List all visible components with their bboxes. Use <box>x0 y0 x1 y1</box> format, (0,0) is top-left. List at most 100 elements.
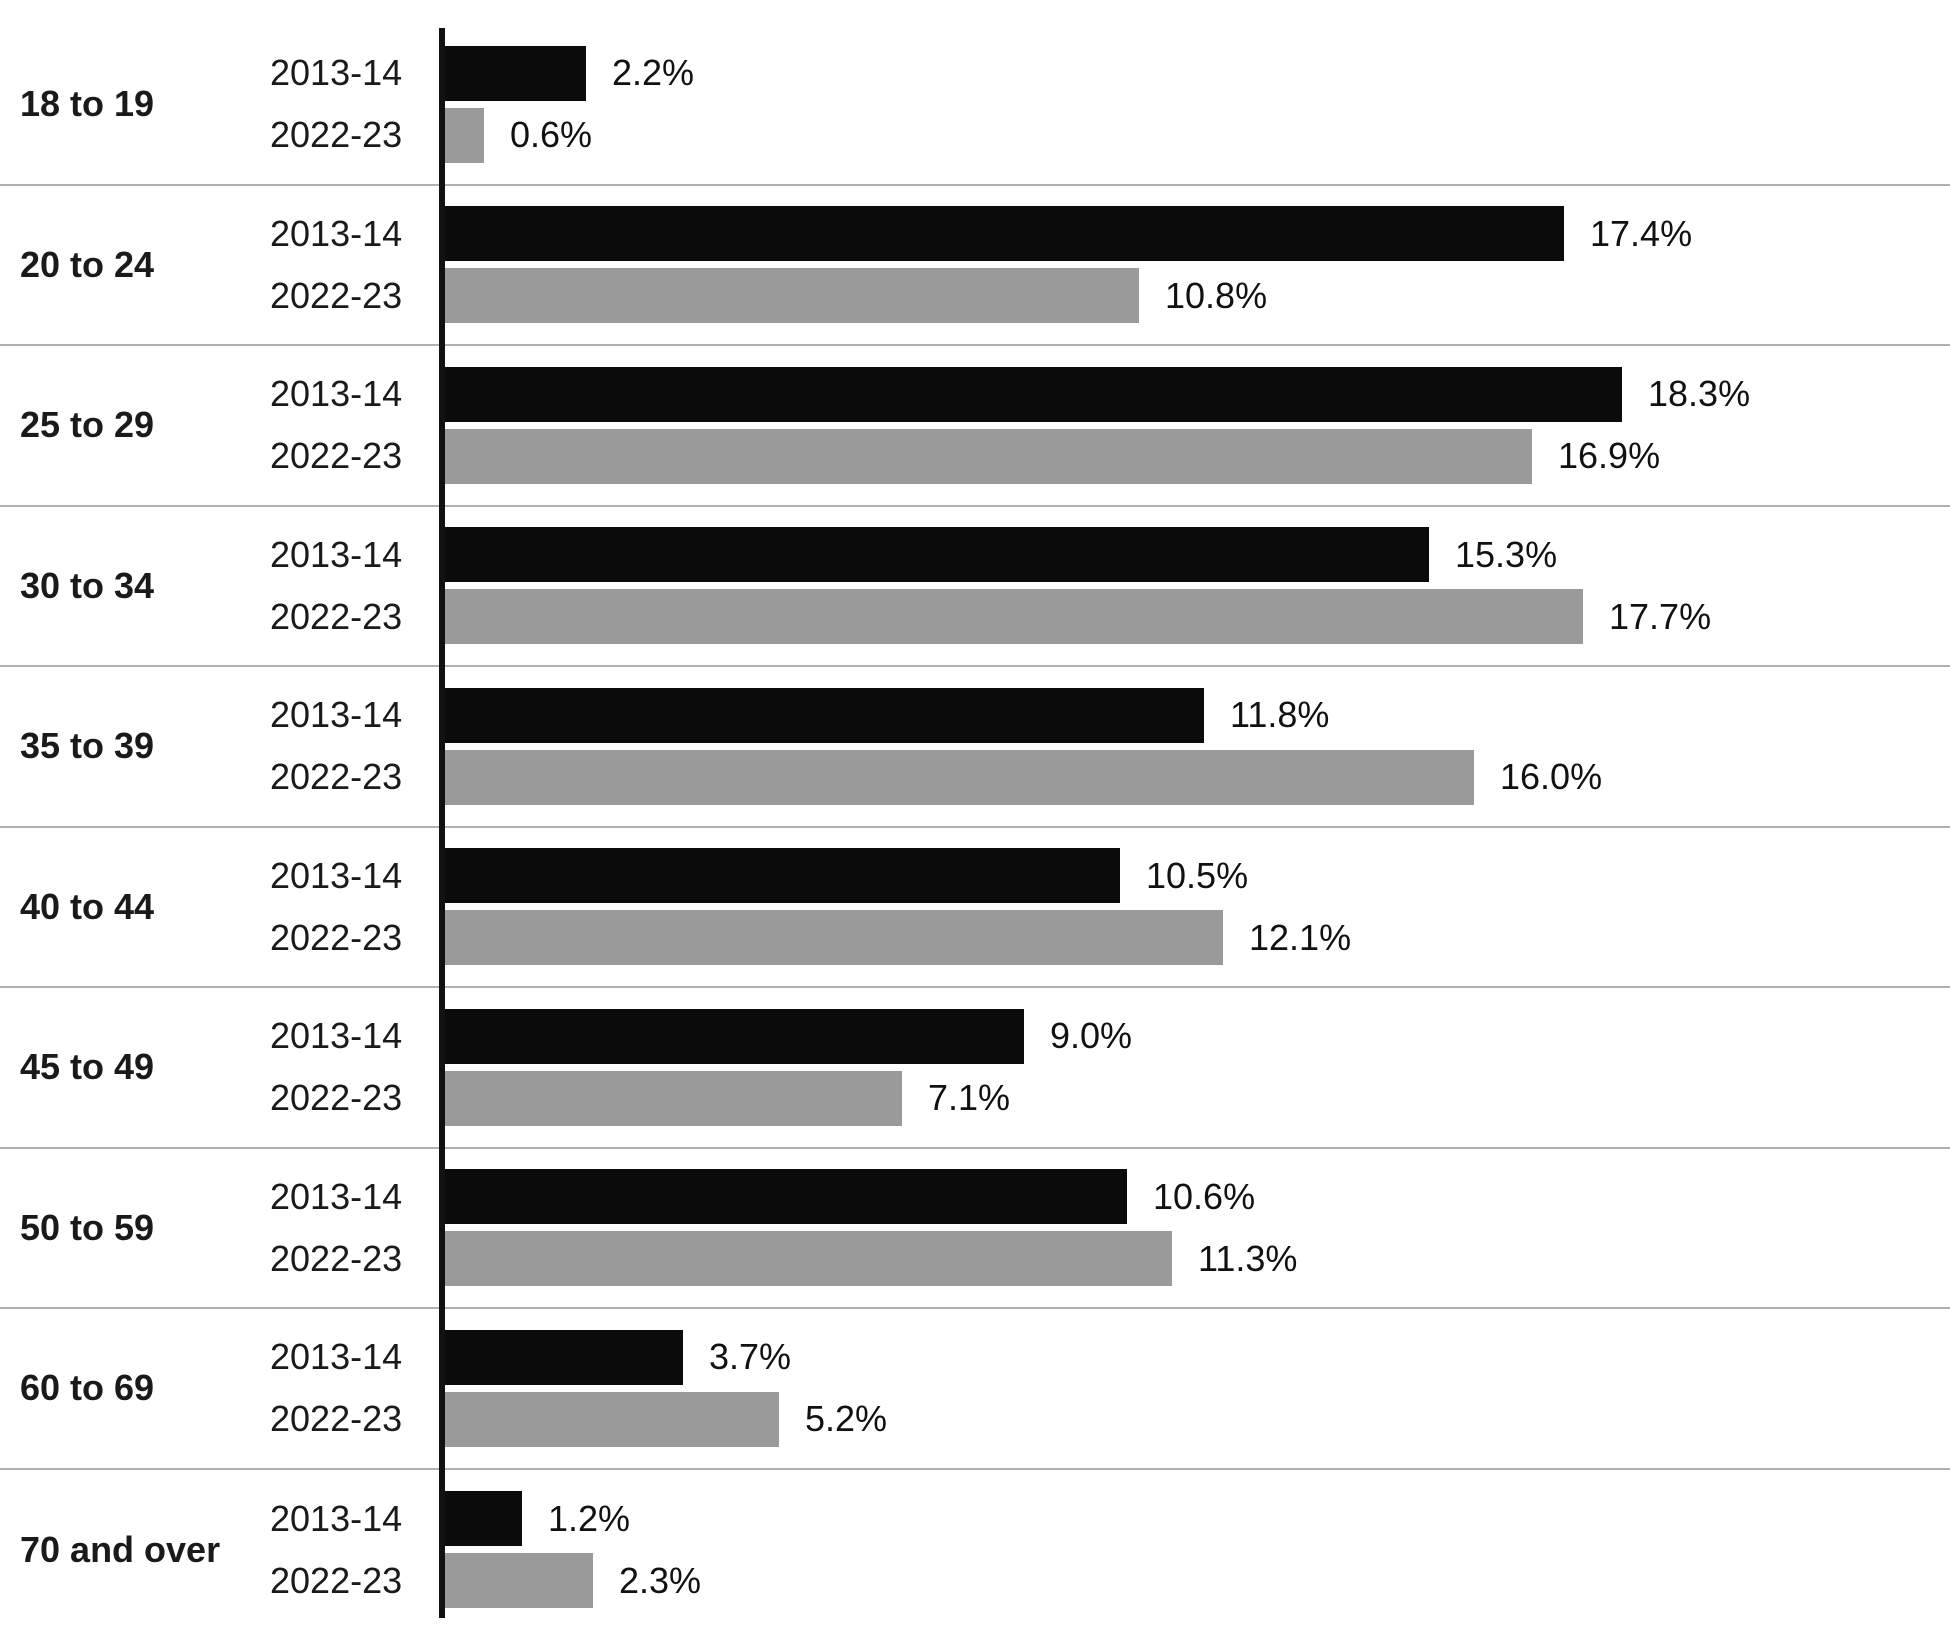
bar-pair-block: 2013-14 2.2% 2022-23 0.6% <box>270 45 1950 163</box>
age-group-label: 45 to 49 <box>20 1046 155 1088</box>
series-label-2013-14: 2013-14 <box>270 854 403 896</box>
age-group-row: 30 to 34 2013-14 15.3% 2022-23 17.7% <box>0 507 1950 667</box>
bar-area: 9.0% <box>445 1008 1950 1064</box>
series-row-2022-23: 2022-23 16.0% <box>270 749 1950 805</box>
series-label-2013-14: 2013-14 <box>270 373 403 415</box>
value-label-2022-23: 11.3% <box>1198 1237 1298 1279</box>
series-row-2022-23: 2022-23 5.2% <box>270 1391 1950 1447</box>
bar-2022-23 <box>445 107 484 163</box>
series-label-2022-23: 2022-23 <box>270 595 403 637</box>
series-label-2022-23: 2022-23 <box>270 756 403 798</box>
series-label-2022-23: 2022-23 <box>270 114 403 156</box>
bar-2013-14 <box>445 45 586 101</box>
age-group-row: 60 to 69 2013-14 3.7% 2022-23 5.2% <box>0 1309 1950 1470</box>
series-label-2013-14: 2013-14 <box>270 1497 403 1539</box>
series-label-2013-14: 2013-14 <box>270 1015 403 1057</box>
series-label-2022-23: 2022-23 <box>270 1559 403 1601</box>
bar-2013-14 <box>445 848 1120 904</box>
bar-pair-block: 2013-14 17.4% 2022-23 10.8% <box>270 206 1950 324</box>
age-group-label: 35 to 39 <box>20 725 155 767</box>
bar-pair-block: 2013-14 18.3% 2022-23 16.9% <box>270 366 1950 484</box>
age-group-row: 18 to 19 2013-14 2.2% 2022-23 0.6% <box>0 25 1950 186</box>
y-axis-line <box>439 28 445 1618</box>
bar-2022-23 <box>445 749 1474 805</box>
age-group-label: 30 to 34 <box>20 564 155 606</box>
value-label-2013-14: 15.3% <box>1455 533 1558 575</box>
value-label-2022-23: 16.9% <box>1558 435 1661 477</box>
value-label-2022-23: 12.1% <box>1249 916 1352 958</box>
series-row-2022-23: 2022-23 7.1% <box>270 1070 1950 1126</box>
series-label-2022-23: 2022-23 <box>270 1077 403 1119</box>
series-row-2022-23: 2022-23 16.9% <box>270 428 1950 484</box>
age-group-row: 50 to 59 2013-14 10.6% 2022-23 11.3% <box>0 1149 1950 1309</box>
series-row-2022-23: 2022-23 17.7% <box>270 589 1950 645</box>
value-label-2013-14: 9.0% <box>1050 1015 1133 1057</box>
age-group-label: 25 to 29 <box>20 404 155 446</box>
age-group-label: 50 to 59 <box>20 1206 155 1248</box>
bar-2013-14 <box>445 1329 683 1385</box>
series-row-2013-14: 2013-14 10.5% <box>270 848 1950 904</box>
series-label-2022-23: 2022-23 <box>270 1398 403 1440</box>
bar-area: 11.3% <box>445 1231 1950 1287</box>
age-group-label: 60 to 69 <box>20 1367 155 1409</box>
value-label-2022-23: 16.0% <box>1500 756 1603 798</box>
value-label-2022-23: 0.6% <box>510 114 593 156</box>
series-label-2013-14: 2013-14 <box>270 1336 403 1378</box>
bar-area: 11.8% <box>445 687 1950 743</box>
series-row-2022-23: 2022-23 10.8% <box>270 268 1950 324</box>
bar-2013-14 <box>445 687 1204 743</box>
age-group-label: 20 to 24 <box>20 243 155 285</box>
age-group-label: 70 and over <box>20 1528 221 1570</box>
age-group-row: 20 to 24 2013-14 17.4% 2022-23 10.8% <box>0 186 1950 346</box>
bar-2022-23 <box>445 1391 779 1447</box>
value-label-2022-23: 5.2% <box>805 1398 888 1440</box>
series-row-2013-14: 2013-14 1.2% <box>270 1491 1950 1547</box>
bar-2013-14 <box>445 527 1429 583</box>
series-row-2022-23: 2022-23 0.6% <box>270 107 1950 163</box>
bar-area: 17.4% <box>445 206 1950 262</box>
bar-2022-23 <box>445 428 1532 484</box>
chart-groups-container: 18 to 19 2013-14 2.2% 2022-23 0.6% 20 to… <box>0 25 1950 1630</box>
series-row-2013-14: 2013-14 10.6% <box>270 1169 1950 1225</box>
bar-area: 10.5% <box>445 848 1950 904</box>
series-row-2022-23: 2022-23 12.1% <box>270 910 1950 966</box>
bar-pair-block: 2013-14 1.2% 2022-23 2.3% <box>270 1491 1950 1609</box>
bar-area: 16.0% <box>445 749 1950 805</box>
series-row-2013-14: 2013-14 15.3% <box>270 527 1950 583</box>
bar-pair-block: 2013-14 10.6% 2022-23 11.3% <box>270 1169 1950 1287</box>
bar-2022-23 <box>445 910 1223 966</box>
bar-area: 10.8% <box>445 268 1950 324</box>
series-label-2013-14: 2013-14 <box>270 533 403 575</box>
bar-2022-23 <box>445 268 1139 324</box>
bar-area: 2.3% <box>445 1553 1950 1609</box>
value-label-2022-23: 10.8% <box>1165 274 1268 316</box>
bar-area: 10.6% <box>445 1169 1950 1225</box>
value-label-2013-14: 11.8% <box>1230 694 1330 736</box>
series-row-2013-14: 2013-14 9.0% <box>270 1008 1950 1064</box>
bar-area: 1.2% <box>445 1491 1950 1547</box>
value-label-2013-14: 10.5% <box>1146 854 1249 896</box>
bar-pair-block: 2013-14 10.5% 2022-23 12.1% <box>270 848 1950 966</box>
series-label-2022-23: 2022-23 <box>270 916 403 958</box>
value-label-2013-14: 17.4% <box>1590 212 1693 254</box>
bar-2013-14 <box>445 1491 522 1547</box>
series-row-2022-23: 2022-23 2.3% <box>270 1553 1950 1609</box>
bar-2022-23 <box>445 1070 902 1126</box>
bar-area: 17.7% <box>445 589 1950 645</box>
series-label-2013-14: 2013-14 <box>270 52 403 94</box>
series-label-2013-14: 2013-14 <box>270 1175 403 1217</box>
value-label-2013-14: 3.7% <box>709 1336 792 1378</box>
series-label-2022-23: 2022-23 <box>270 1237 403 1279</box>
value-label-2013-14: 18.3% <box>1648 373 1751 415</box>
series-label-2013-14: 2013-14 <box>270 212 403 254</box>
series-label-2022-23: 2022-23 <box>270 274 403 316</box>
bar-area: 12.1% <box>445 910 1950 966</box>
age-group-row: 25 to 29 2013-14 18.3% 2022-23 16.9% <box>0 346 1950 507</box>
bar-pair-block: 2013-14 15.3% 2022-23 17.7% <box>270 527 1950 645</box>
series-row-2022-23: 2022-23 11.3% <box>270 1231 1950 1287</box>
value-label-2022-23: 2.3% <box>619 1559 702 1601</box>
bar-pair-block: 2013-14 11.8% 2022-23 16.0% <box>270 687 1950 805</box>
bar-2013-14 <box>445 1169 1127 1225</box>
bar-pair-block: 2013-14 3.7% 2022-23 5.2% <box>270 1329 1950 1447</box>
